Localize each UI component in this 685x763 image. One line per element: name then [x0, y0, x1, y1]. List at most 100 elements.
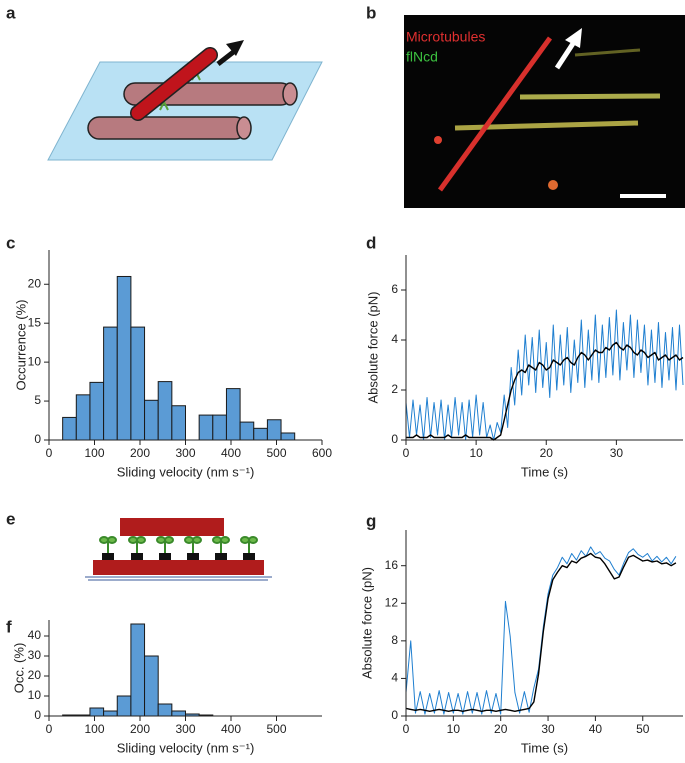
bar	[103, 326, 118, 441]
diagram-e	[85, 518, 272, 581]
bar	[253, 427, 268, 441]
y-tick-label: 6	[391, 282, 398, 296]
panel-label: g	[366, 511, 376, 530]
panel-label: c	[6, 233, 15, 252]
dot	[548, 180, 558, 190]
image-b: Microtubules flNcd	[404, 15, 685, 208]
y-tick-label: 20	[28, 276, 42, 290]
y-tick-label: 0	[34, 708, 41, 722]
arrow-head	[226, 40, 244, 56]
line-series	[405, 309, 684, 441]
y-tick-label: 4	[391, 332, 398, 346]
y-tick-label: 4	[391, 671, 398, 685]
bar	[75, 394, 91, 441]
image-label: Microtubules	[406, 29, 485, 45]
y-tick-label: 0	[34, 432, 41, 446]
y-tick-label: 2	[391, 382, 398, 396]
bar	[225, 388, 241, 441]
bar	[198, 414, 214, 441]
x-axis-label: Time (s)	[521, 464, 568, 479]
x-tick-label: 10	[469, 446, 483, 460]
bar	[171, 405, 187, 441]
y-tick-label: 12	[385, 595, 399, 609]
filament	[437, 36, 553, 192]
anchors	[102, 553, 255, 561]
bar	[280, 432, 296, 441]
x-tick-label: 40	[589, 722, 603, 736]
y-tick-label: 30	[28, 648, 42, 662]
y-tick-label: 10	[28, 354, 42, 368]
y-tick-label: 15	[28, 315, 42, 329]
arrow	[554, 40, 577, 70]
y-tick-label: 16	[385, 558, 399, 572]
bar	[212, 414, 227, 441]
x-tick-label: 400	[221, 446, 241, 460]
y-axis-label: Occurrence (%)	[13, 299, 28, 390]
x-tick-label: 200	[130, 446, 150, 460]
panel-label: f	[6, 617, 12, 636]
y-tick-label: 8	[391, 633, 398, 647]
x-tick-label: 400	[221, 722, 241, 736]
y-axis-label: Absolute force (pN)	[359, 567, 374, 679]
y-tick-label: 40	[28, 628, 42, 642]
bar	[171, 710, 187, 717]
x-axis-label: Sliding velocity (nm s⁻¹)	[117, 740, 255, 755]
x-axis-label: Sliding velocity (nm s⁻¹)	[117, 464, 255, 479]
bar	[239, 421, 255, 441]
line-series	[405, 546, 677, 715]
bar	[144, 655, 159, 717]
surface	[85, 576, 272, 581]
x-tick-label: 0	[403, 446, 410, 460]
bar	[157, 703, 173, 717]
bar	[62, 416, 77, 441]
diagram-a	[47, 40, 323, 161]
x-tick-label: 30	[610, 446, 624, 460]
bar	[266, 419, 282, 441]
x-tick-label: 500	[266, 722, 286, 736]
x-tick-label: 30	[541, 722, 555, 736]
y-tick-label: 0	[391, 708, 398, 722]
x-axis-label: Time (s)	[521, 740, 568, 755]
bar	[130, 623, 146, 717]
y-tick-label: 5	[34, 393, 41, 407]
motors	[99, 536, 258, 554]
bar	[116, 275, 132, 441]
bar	[157, 381, 173, 441]
bar	[130, 326, 146, 441]
x-tick-label: 600	[312, 446, 332, 460]
y-tick-label: 20	[28, 668, 42, 682]
line-series	[406, 341, 684, 441]
x-tick-label: 200	[130, 722, 150, 736]
dot	[434, 136, 442, 144]
y-tick-label: 0	[391, 432, 398, 446]
x-tick-label: 10	[447, 722, 461, 736]
panel-label: e	[6, 509, 15, 528]
y-tick-label: 10	[28, 688, 42, 702]
filament	[519, 93, 661, 100]
x-tick-label: 20	[494, 722, 508, 736]
bar	[103, 710, 118, 717]
image-label: flNcd	[406, 49, 438, 65]
x-tick-label: 50	[636, 722, 650, 736]
bar	[89, 381, 105, 441]
arrow-head	[565, 28, 582, 48]
bar	[89, 707, 105, 717]
bottom-slab	[93, 560, 264, 575]
x-tick-label: 300	[175, 722, 195, 736]
panel-label: a	[6, 3, 16, 22]
x-tick-label: 0	[46, 446, 53, 460]
x-tick-label: 500	[266, 446, 286, 460]
x-tick-label: 0	[46, 722, 53, 736]
microtubule-lower	[87, 116, 252, 140]
rod	[131, 48, 217, 120]
x-tick-label: 300	[175, 446, 195, 460]
panel-label: d	[366, 233, 376, 252]
x-tick-label: 20	[540, 446, 554, 460]
x-tick-label: 0	[403, 722, 410, 736]
x-tick-label: 100	[84, 446, 104, 460]
filament	[574, 48, 641, 57]
line-series	[405, 552, 677, 712]
y-axis-label: Absolute force (pN)	[365, 292, 380, 404]
